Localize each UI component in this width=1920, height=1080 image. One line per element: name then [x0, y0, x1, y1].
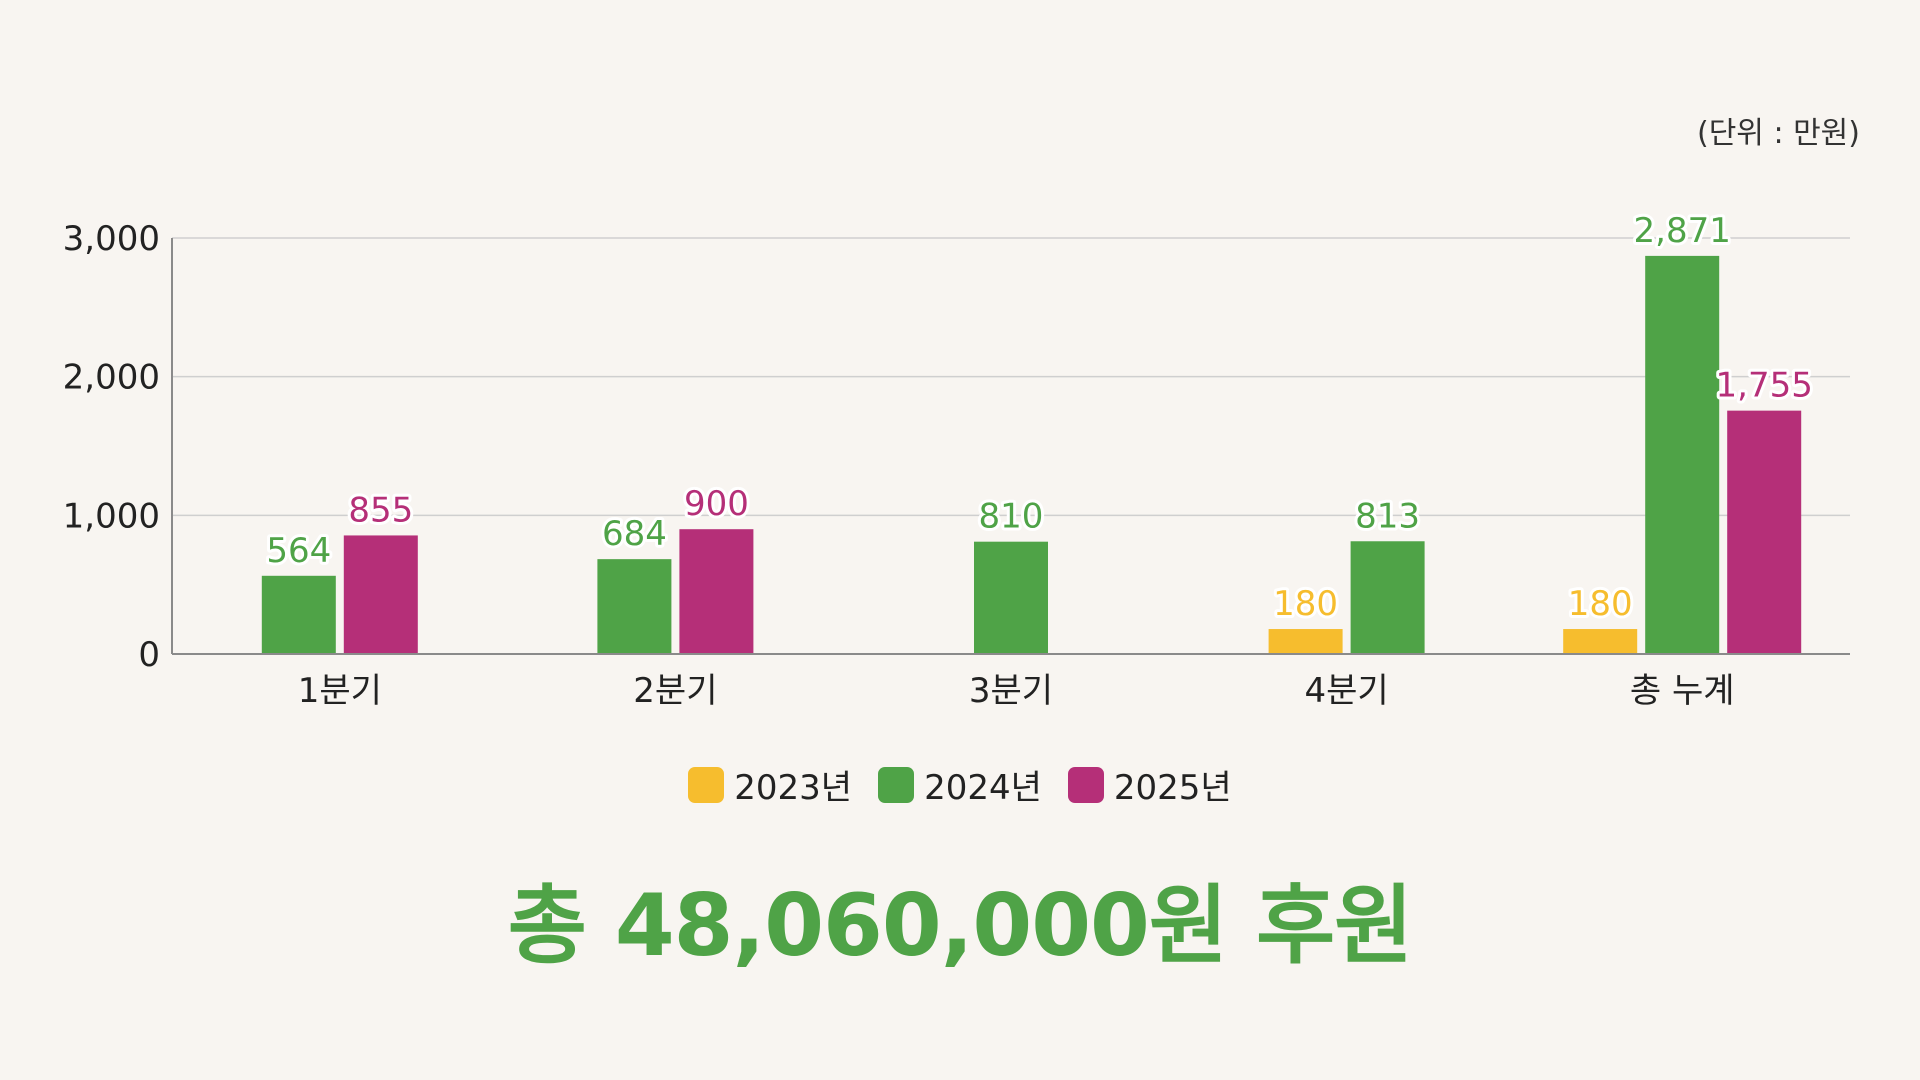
bar — [1350, 541, 1425, 654]
bar — [597, 559, 672, 654]
x-tick-label: 3분기 — [969, 671, 1053, 711]
data-label: 1,755 — [1716, 366, 1813, 406]
bar-layer — [261, 255, 1802, 654]
data-label: 180 — [1568, 584, 1633, 624]
bar-chart: 564 855 684 900 810 180 813 180 2,871 1,755 0 1,00… — [63, 208, 1850, 711]
label-layer: 564 855 684 900 810 180 813 180 2,871 1,755 — [263, 208, 1816, 627]
y-tick-label: 0 — [138, 635, 160, 675]
data-label: 900 — [684, 484, 749, 524]
x-tick-label: 2분기 — [633, 671, 717, 711]
x-tick-label: 4분기 — [1304, 671, 1388, 711]
bar — [1563, 629, 1638, 654]
data-label: 810 — [979, 497, 1044, 537]
data-label: 564 — [266, 531, 331, 571]
legend-label: 2024년 — [924, 768, 1042, 808]
legend-swatch — [688, 766, 725, 803]
legend-label: 2025년 — [1113, 768, 1232, 808]
bar — [679, 529, 754, 654]
axis-layer: 0 1,000 2,000 3,000 1분기 2분기 3분기 4분기 총 누계 — [63, 219, 1850, 711]
legend-label: 2023년 — [734, 768, 853, 808]
legend-swatch — [878, 766, 915, 803]
x-tick-label: 총 누계 — [1630, 671, 1735, 711]
bar — [261, 575, 336, 654]
bar — [1268, 629, 1343, 654]
data-label: 813 — [1355, 496, 1420, 536]
bar — [1727, 410, 1802, 654]
total-sponsorship-text: 총 48,060,000원 후원 — [507, 876, 1413, 976]
y-tick-label: 3,000 — [63, 219, 160, 259]
y-tick-label: 2,000 — [63, 358, 160, 398]
bar — [343, 535, 418, 654]
data-label: 180 — [1273, 584, 1338, 624]
legend-item: 2025년 — [1067, 760, 1232, 809]
x-tick-label: 1분기 — [298, 671, 382, 711]
data-label: 855 — [348, 490, 413, 530]
legend-item: 2024년 — [878, 760, 1042, 809]
y-tick-label: 1,000 — [63, 496, 160, 536]
legend: 2023년 2024년 2025년 — [0, 760, 1920, 809]
bar — [1645, 255, 1720, 654]
unit-label: (단위 : 만원) — [1697, 116, 1860, 151]
legend-swatch — [1067, 766, 1104, 803]
grid-layer — [172, 237, 1850, 517]
legend-item: 2023년 — [688, 760, 852, 809]
data-label: 2,871 — [1634, 211, 1731, 251]
bar — [974, 541, 1048, 654]
data-label: 684 — [602, 514, 667, 554]
